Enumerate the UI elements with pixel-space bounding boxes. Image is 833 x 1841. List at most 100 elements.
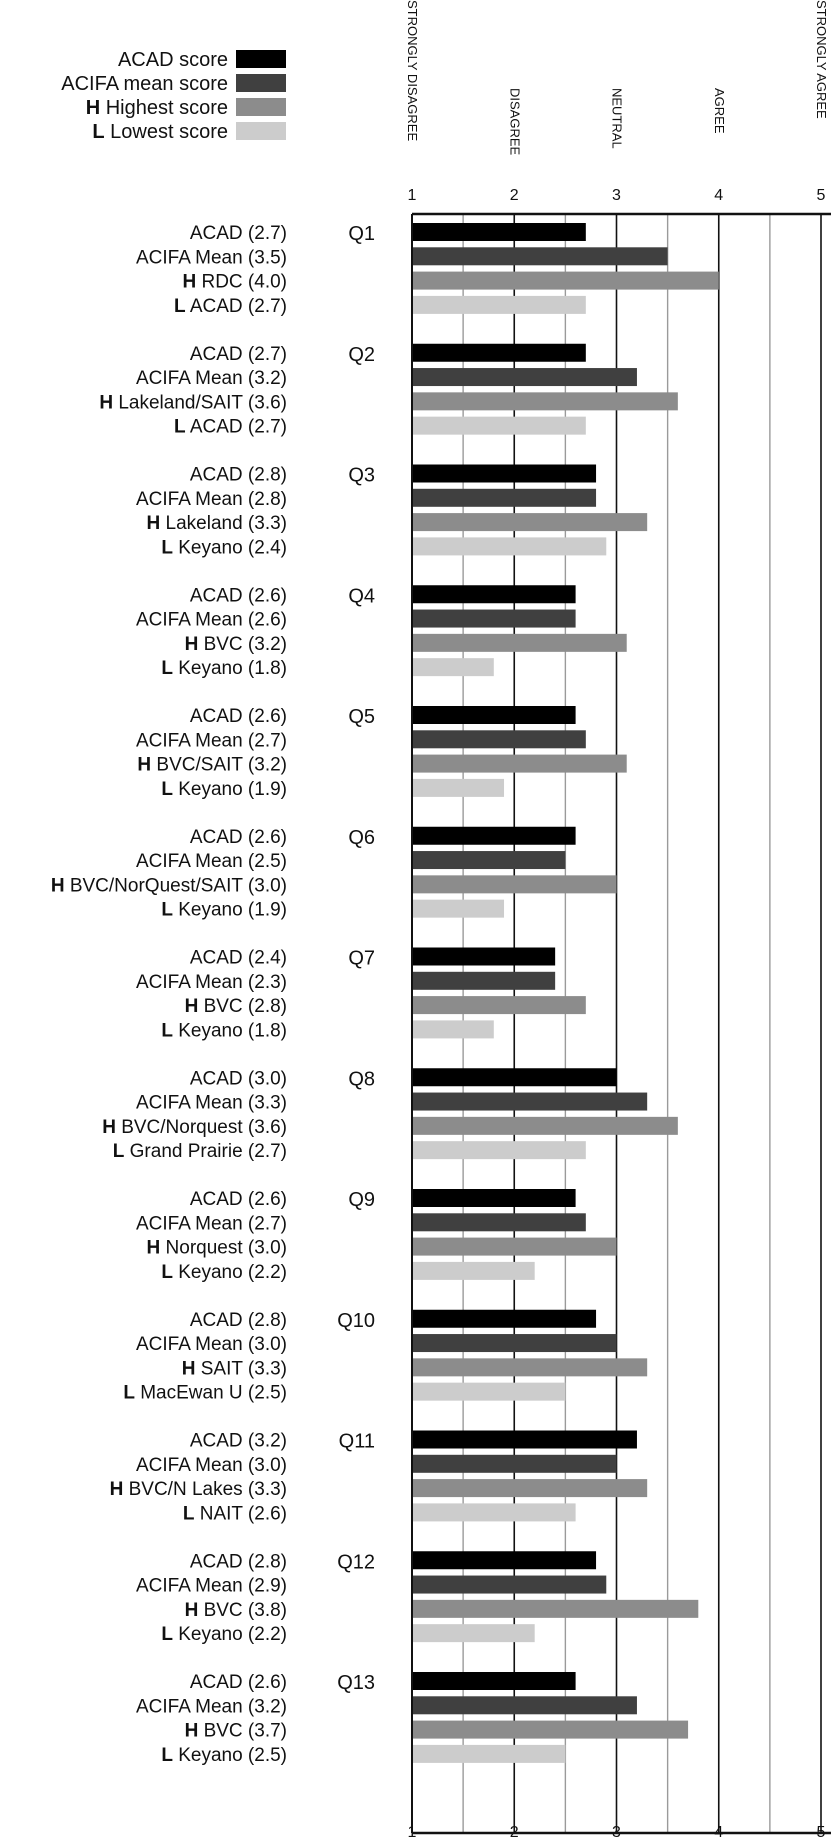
row-label-text: ACAD (2.7) (186, 417, 287, 438)
tick-label-top: 2 (510, 187, 519, 204)
row-label: ACIFA Mean (2.8) (136, 489, 287, 510)
bar (412, 658, 494, 677)
row-label-text: ACIFA Mean (2.7) (136, 730, 287, 751)
row-label-text: BVC/NorQuest/SAIT (3.0) (65, 875, 287, 896)
row-label: L NAIT (2.6) (183, 1503, 287, 1524)
bar (412, 1624, 535, 1643)
row-label-text: Keyano (2.2) (173, 1262, 287, 1283)
row-label-text: ACAD (2.8) (190, 465, 287, 486)
tick-label-top: 3 (612, 187, 621, 204)
bar (412, 585, 576, 604)
bar (412, 537, 607, 556)
row-label-prefix: H (51, 875, 65, 896)
row-label-text: SAIT (3.3) (195, 1358, 287, 1379)
row-label-text: Keyano (1.9) (173, 779, 287, 800)
row-label-text: ACAD (2.6) (190, 1672, 287, 1693)
row-label: ACAD (2.8) (190, 1551, 287, 1572)
bar (412, 1020, 494, 1039)
row-label-text: Keyano (2.2) (173, 1624, 287, 1645)
row-label: L Keyano (1.8) (161, 658, 287, 679)
row-label: L Grand Prairie (2.7) (113, 1141, 287, 1162)
bar (412, 1189, 576, 1207)
row-label-prefix: H (185, 996, 199, 1017)
bar (412, 1309, 597, 1328)
row-label: H BVC/Norquest (3.6) (102, 1117, 287, 1138)
row-label: ACIFA Mean (3.5) (136, 247, 287, 268)
row-label-text: ACAD (3.0) (190, 1068, 287, 1089)
row-label-text: ACAD (2.4) (190, 948, 287, 969)
bar (412, 1334, 617, 1353)
bar (412, 223, 586, 241)
bar (412, 609, 576, 628)
bar (412, 271, 719, 290)
row-label-text: Keyano (1.9) (173, 900, 287, 921)
row-label-text: ACIFA Mean (2.9) (136, 1576, 287, 1597)
question-label: Q2 (348, 344, 375, 366)
row-label-text: Keyano (2.5) (173, 1745, 287, 1766)
bar (412, 392, 678, 411)
row-label-text: BVC/N Lakes (3.3) (123, 1479, 287, 1500)
row-label: ACIFA Mean (2.6) (136, 610, 287, 631)
legend-label: ACAD score (118, 49, 228, 71)
row-label-prefix: H (102, 1117, 116, 1138)
scale-labels: STRONGLY DISAGREE DISAGREE NEUTRAL AGREE STR… (405, 0, 829, 156)
question-label: Q6 (348, 827, 375, 849)
question-label: Q7 (348, 948, 375, 970)
row-label-text: ACIFA Mean (2.5) (136, 851, 287, 872)
row-label-text: ACIFA Mean (3.2) (136, 1696, 287, 1717)
bar (412, 1599, 699, 1618)
legend-label-text: ACAD score (118, 49, 228, 71)
row-label-prefix: L (174, 417, 186, 438)
question-label: Q4 (348, 585, 375, 607)
row-label: H Lakeland (3.3) (147, 513, 287, 534)
bar (412, 1430, 637, 1449)
gridlines (462, 214, 822, 1833)
question-label: Q8 (348, 1068, 375, 1090)
row-label: L Keyano (2.4) (161, 537, 287, 558)
row-label-prefix: L (161, 1262, 173, 1283)
bar (412, 1672, 576, 1690)
row-label: ACAD (2.8) (190, 465, 287, 486)
bar (412, 1720, 689, 1739)
legend-label-text: Lowest score (105, 121, 228, 143)
row-label-prefix: L (113, 1141, 125, 1162)
bar (412, 633, 627, 652)
row-label: L ACAD (2.7) (174, 417, 287, 438)
bar (412, 368, 637, 387)
row-label: ACIFA Mean (3.0) (136, 1455, 287, 1476)
scale-label: AGREE (712, 88, 727, 134)
row-label: L Keyano (2.2) (161, 1624, 287, 1645)
row-label-text: ACAD (2.6) (190, 827, 287, 848)
row-label-prefix: L (123, 1383, 135, 1404)
bar (412, 513, 648, 532)
bar (412, 971, 556, 990)
bar (412, 1382, 566, 1401)
row-label-text: ACAD (2.7) (190, 223, 287, 244)
row-label: ACIFA Mean (3.3) (136, 1093, 287, 1114)
bar (412, 1744, 566, 1763)
tick-label-top: 4 (714, 187, 723, 204)
row-label-text: ACIFA Mean (2.8) (136, 489, 287, 510)
row-label-prefix: H (110, 1479, 124, 1500)
legend-label: L Lowest score (92, 121, 228, 143)
row-label-prefix: H (185, 634, 199, 655)
row-label-prefix: L (183, 1503, 195, 1524)
axes: 1122334455 (408, 187, 831, 1841)
row-label-text: Lakeland (3.3) (160, 513, 287, 534)
bar (412, 247, 668, 266)
row-label-text: ACAD (2.8) (190, 1551, 287, 1572)
legend-label-text: ACIFA mean score (61, 73, 228, 95)
bar (412, 1575, 607, 1594)
scale-label: STRONGLY DISAGREE (405, 0, 420, 141)
question-label: Q3 (348, 465, 375, 487)
row-label-prefix: H (147, 1238, 161, 1259)
legend-label-prefix: L (92, 121, 104, 143)
row-label-text: ACIFA Mean (3.2) (136, 368, 287, 389)
row-label: ACAD (2.4) (190, 948, 287, 969)
bar (412, 730, 586, 749)
row-label: H Lakeland/SAIT (3.6) (99, 392, 287, 413)
row-label: ACIFA Mean (3.2) (136, 1696, 287, 1717)
row-label-text: Grand Prairie (2.7) (124, 1141, 287, 1162)
legend-label-prefix: H (86, 97, 100, 119)
